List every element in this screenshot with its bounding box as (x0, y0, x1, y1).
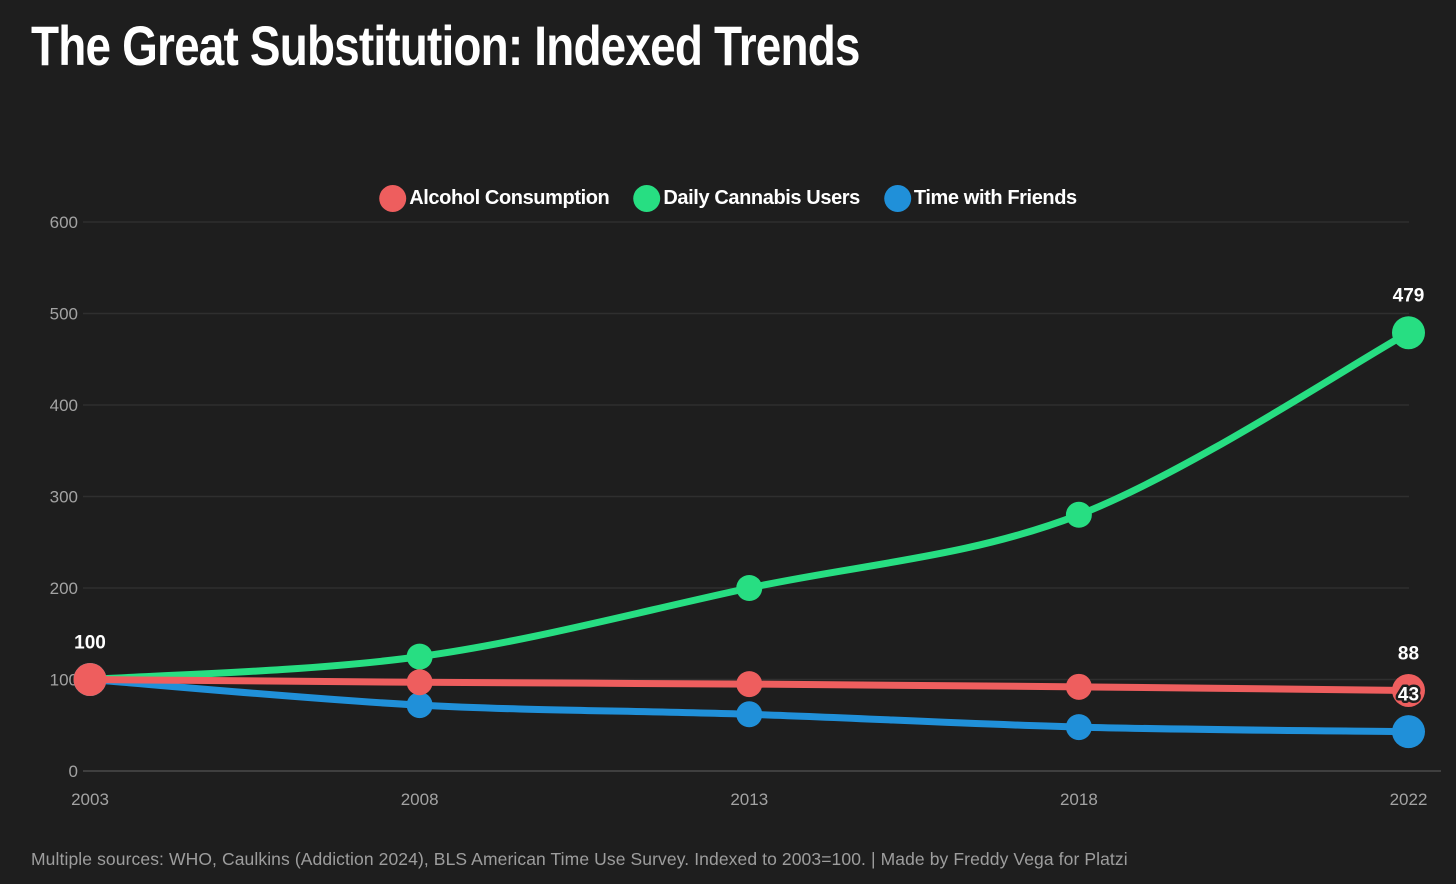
legend-item-cannabis[interactable]: Daily Cannabis Users (633, 185, 860, 212)
legend-swatch-cannabis-icon (633, 185, 661, 212)
data-point-friends-2013 (736, 701, 763, 728)
data-point-alcohol-2022 (1392, 673, 1425, 707)
y-tick-label: 200 (50, 579, 78, 598)
x-tick-label: 2018 (1060, 790, 1098, 809)
y-tick-label: 400 (50, 396, 78, 415)
data-point-friends-2008 (406, 692, 433, 719)
y-tick-label: 500 (50, 305, 78, 324)
data-point-cannabis-2008 (406, 643, 433, 670)
x-tick-label: 2003 (71, 790, 109, 809)
y-tick-label: 0 (69, 762, 78, 781)
point-value-label-cannabis: 479 (1393, 286, 1425, 307)
legend-item-alcohol[interactable]: Alcohol Consumption (379, 185, 610, 212)
source-caption: Multiple sources: WHO, Caulkins (Addicti… (31, 849, 1128, 869)
data-point-alcohol-2008 (406, 669, 433, 696)
x-tick-label: 2013 (730, 790, 768, 809)
data-point-alcohol-2013 (736, 671, 763, 698)
y-tick-label: 600 (50, 213, 78, 232)
legend-label-friends: Time with Friends (913, 187, 1077, 209)
x-tick-label: 2008 (401, 790, 439, 809)
legend-item-friends[interactable]: Time with Friends (883, 185, 1077, 212)
legend-label-alcohol: Alcohol Consumption (409, 187, 610, 209)
data-point-alcohol-2018 (1065, 673, 1092, 700)
x-tick-label: 2022 (1390, 790, 1428, 809)
y-tick-label: 100 (50, 671, 78, 690)
series-line-cannabis (86, 329, 1412, 683)
point-value-label-friends: 43 (1398, 685, 1419, 706)
point-value-label-alcohol: 100 (74, 633, 106, 654)
y-tick-label: 300 (50, 488, 78, 507)
legend-swatch-alcohol-icon (379, 185, 407, 212)
chart-title: The Great Substitution: Indexed Trends (31, 14, 860, 77)
point-value-label-alcohol: 88 (1398, 643, 1419, 664)
data-point-friends-2018 (1065, 714, 1092, 741)
legend: Alcohol Consumption Daily Cannabis Users… (379, 185, 1077, 212)
legend-label-cannabis: Daily Cannabis Users (663, 187, 860, 209)
data-point-friends-2022 (1392, 715, 1425, 749)
data-point-cannabis-2022 (1392, 316, 1425, 350)
data-point-cannabis-2018 (1065, 501, 1092, 528)
data-point-cannabis-2013 (736, 575, 763, 601)
data-point-alcohol-2003 (73, 663, 107, 696)
legend-swatch-friends-icon (883, 185, 911, 212)
